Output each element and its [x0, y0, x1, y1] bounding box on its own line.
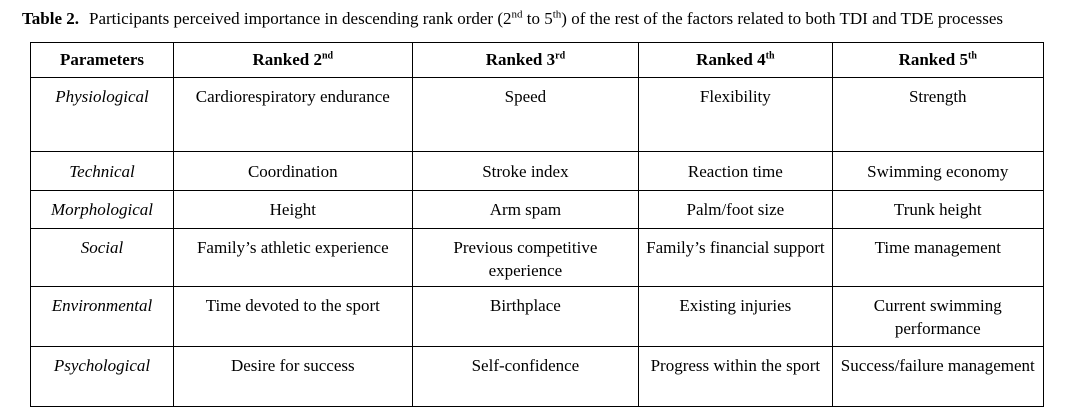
table-cell: Arm spam	[411, 190, 640, 229]
factors-table: Parameters Ranked 2nd Ranked 3rd Ranked …	[30, 42, 1045, 407]
table-row: Physiological Cardiorespiratory enduranc…	[30, 77, 1045, 152]
table-row: Environmental Time devoted to the sport …	[30, 286, 1045, 347]
table-cell: Self-confidence	[411, 346, 640, 407]
table-cell: Current swimming performance	[831, 286, 1045, 347]
row-parameter: Social	[30, 228, 174, 287]
table-cell: Height	[172, 190, 413, 229]
row-parameter: Technical	[30, 151, 174, 191]
header-parameters: Parameters	[30, 42, 174, 78]
table-cell: Existing injuries	[638, 286, 833, 347]
header-ranked-5: Ranked 5th	[831, 42, 1045, 78]
table-cell: Cardiorespiratory endurance	[172, 77, 413, 152]
row-parameter: Environmental	[30, 286, 174, 347]
table-cell: Speed	[411, 77, 640, 152]
row-parameter: Physiological	[30, 77, 174, 152]
table-cell: Desire for success	[172, 346, 413, 407]
header-ranked-2: Ranked 2nd	[172, 42, 413, 78]
table-cell: Previous competitive experience	[411, 228, 640, 287]
table-cell: Trunk height	[831, 190, 1045, 229]
table-row: Technical Coordination Stroke index Reac…	[30, 151, 1045, 191]
table-row: Psychological Desire for success Self-co…	[30, 346, 1045, 407]
table-cell: Coordination	[172, 151, 413, 191]
table-cell: Birthplace	[411, 286, 640, 347]
header-ranked-3: Ranked 3rd	[411, 42, 640, 78]
table-cell: Time devoted to the sport	[172, 286, 413, 347]
table-cell: Success/failure management	[831, 346, 1045, 407]
table-cell: Reaction time	[638, 151, 833, 191]
table-cell: Family’s financial support	[638, 228, 833, 287]
table-cell: Stroke index	[411, 151, 640, 191]
table-cell: Flexibility	[638, 77, 833, 152]
table-cell: Strength	[831, 77, 1045, 152]
table-cell: Progress within the sport	[638, 346, 833, 407]
table-label: Table 2.	[22, 8, 80, 28]
table-cell: Family’s athletic experience	[172, 228, 413, 287]
table-cell: Swimming economy	[831, 151, 1045, 191]
table-cell: Time management	[831, 228, 1045, 287]
table-cell: Palm/foot size	[638, 190, 833, 229]
table-caption: Table 2. Participants perceived importanc…	[22, 8, 1003, 29]
caption-text: Participants perceived importance in des…	[89, 8, 1003, 28]
row-parameter: Psychological	[30, 346, 174, 407]
row-parameter: Morphological	[30, 190, 174, 229]
table-row: Morphological Height Arm spam Palm/foot …	[30, 190, 1045, 229]
table-row: Social Family’s athletic experience Prev…	[30, 228, 1045, 287]
header-ranked-4: Ranked 4th	[638, 42, 833, 78]
table-header-row: Parameters Ranked 2nd Ranked 3rd Ranked …	[30, 42, 1045, 78]
